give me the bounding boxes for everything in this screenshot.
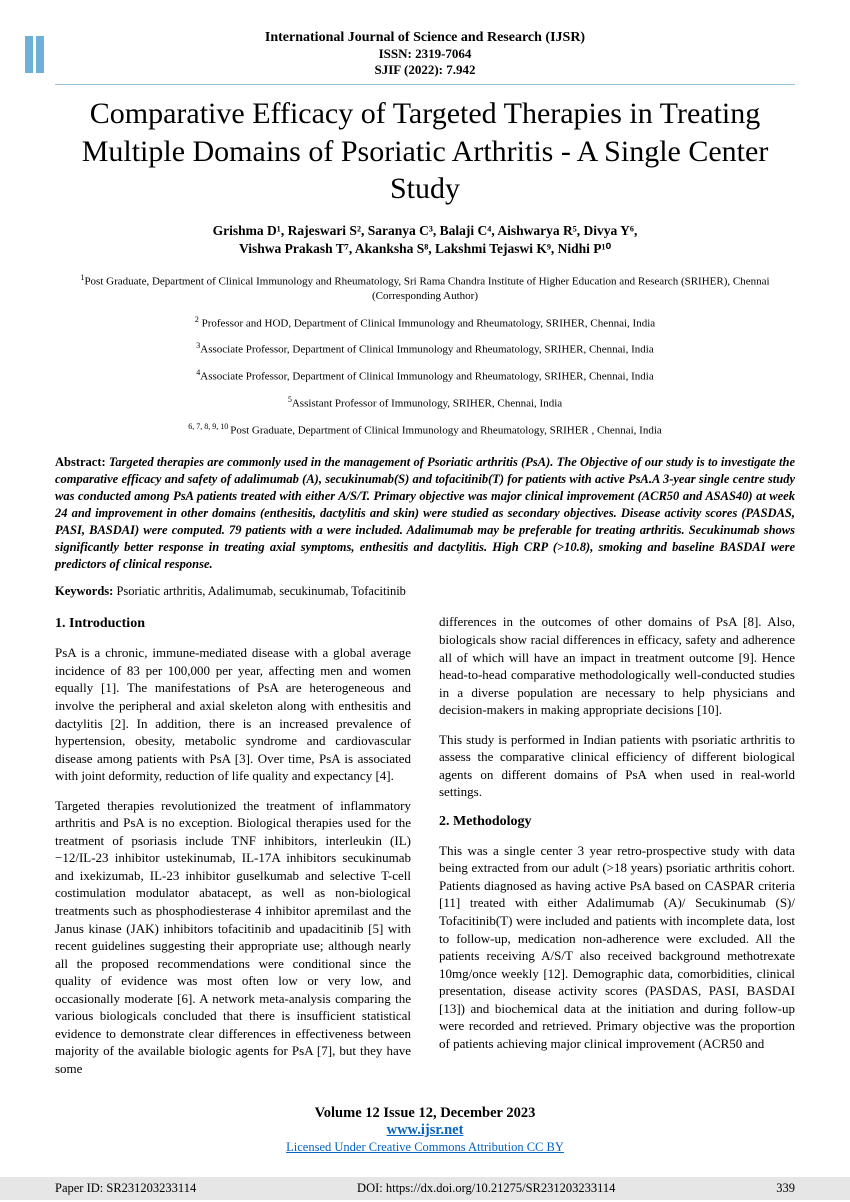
- page-footer: Volume 12 Issue 12, December 2023 www.ij…: [55, 1105, 795, 1155]
- journal-name: International Journal of Science and Res…: [55, 30, 795, 46]
- paragraph: This was a single center 3 year retro-pr…: [439, 842, 795, 1053]
- affiliation: 5Assistant Professor of Immunology, SRIH…: [55, 395, 795, 411]
- journal-issn: ISSN: 2319-7064: [55, 46, 795, 62]
- affiliation: 4Associate Professor, Department of Clin…: [55, 368, 795, 384]
- affiliations: 1Post Graduate, Department of Clinical I…: [55, 273, 795, 438]
- abstract-text: Targeted therapies are commonly used in …: [55, 455, 795, 570]
- paragraph: PsA is a chronic, immune-mediated diseas…: [55, 644, 411, 784]
- keywords: Keywords: Psoriatic arthritis, Adalimuma…: [55, 584, 795, 599]
- column-right: differences in the outcomes of other dom…: [439, 613, 795, 1089]
- header-decoration-left: [25, 36, 49, 73]
- page-number: 339: [776, 1181, 795, 1196]
- footer-volume: Volume 12 Issue 12, December 2023: [55, 1105, 795, 1122]
- section-heading: 2. Methodology: [439, 813, 795, 832]
- doi: DOI: https://dx.doi.org/10.21275/SR23120…: [357, 1181, 615, 1196]
- section-heading: 1. Introduction: [55, 615, 411, 634]
- keywords-label: Keywords:: [55, 584, 113, 598]
- paragraph: Targeted therapies revolutionized the tr…: [55, 797, 411, 1078]
- affiliation: 2 Professor and HOD, Department of Clini…: [55, 315, 795, 331]
- authors-line: Vishwa Prakash T⁷, Akanksha S⁸, Lakshmi …: [55, 240, 795, 259]
- abstract: Abstract: Targeted therapies are commonl…: [55, 454, 795, 572]
- authors: Grishma D¹, Rajeswari S², Saranya C³, Ba…: [55, 222, 795, 260]
- abstract-label: Abstract:: [55, 455, 106, 469]
- paper-id: Paper ID: SR231203233114: [55, 1181, 196, 1196]
- keywords-text: Psoriatic arthritis, Adalimumab, secukin…: [113, 584, 406, 598]
- column-left: 1. Introduction PsA is a chronic, immune…: [55, 613, 411, 1089]
- bottom-info-bar: Paper ID: SR231203233114 DOI: https://dx…: [0, 1177, 850, 1200]
- paper-title: Comparative Efficacy of Targeted Therapi…: [55, 95, 795, 208]
- journal-header: International Journal of Science and Res…: [55, 30, 795, 85]
- paragraph: This study is performed in Indian patien…: [439, 731, 795, 801]
- footer-license-link[interactable]: Licensed Under Creative Commons Attribut…: [286, 1140, 564, 1154]
- authors-line: Grishma D¹, Rajeswari S², Saranya C³, Ba…: [55, 222, 795, 241]
- affiliation: 3Associate Professor, Department of Clin…: [55, 341, 795, 357]
- affiliation: 6, 7, 8, 9, 10 Post Graduate, Department…: [55, 422, 795, 438]
- paragraph: differences in the outcomes of other dom…: [439, 613, 795, 718]
- affiliation: 1Post Graduate, Department of Clinical I…: [55, 273, 795, 303]
- footer-url-link[interactable]: www.ijsr.net: [387, 1122, 464, 1138]
- journal-sjif: SJIF (2022): 7.942: [55, 62, 795, 78]
- body-columns: 1. Introduction PsA is a chronic, immune…: [55, 613, 795, 1089]
